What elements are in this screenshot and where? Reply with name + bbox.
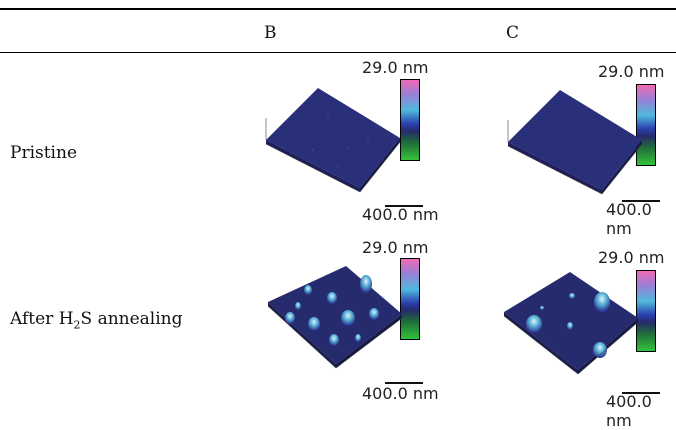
length-scalebar	[622, 392, 660, 394]
afm-surface-b-pristine	[265, 88, 401, 193]
length-scalebar	[385, 205, 423, 207]
afm-surface-c-pristine	[507, 90, 643, 195]
height-colorbar	[636, 270, 656, 352]
length-scale-label: 400.0 nm	[606, 392, 652, 430]
row-label-after-annealing: After H2S annealing	[10, 309, 183, 332]
length-scalebar	[622, 200, 660, 202]
height-colorbar	[400, 258, 420, 340]
afm-surface-c-annealed	[503, 272, 639, 375]
length-scale-label: 400.0 nm	[362, 384, 439, 403]
length-scale-label: 400.0 nm	[606, 200, 652, 238]
length-scale-label: 400.0 nm	[362, 205, 439, 224]
height-scale-label: 29.0 nm	[362, 238, 429, 257]
table-header-rule	[0, 52, 676, 53]
height-scale-label: 29.0 nm	[362, 58, 429, 77]
length-scalebar	[385, 382, 423, 384]
table-top-rule	[0, 8, 676, 10]
height-colorbar	[400, 79, 420, 161]
column-header-b: B	[264, 23, 277, 43]
column-header-c: C	[506, 23, 520, 43]
height-scale-label: 29.0 nm	[598, 248, 665, 267]
row-label-pristine: Pristine	[10, 143, 78, 163]
height-scale-label: 29.0 nm	[598, 62, 665, 81]
afm-surface-b-annealed	[267, 266, 403, 369]
